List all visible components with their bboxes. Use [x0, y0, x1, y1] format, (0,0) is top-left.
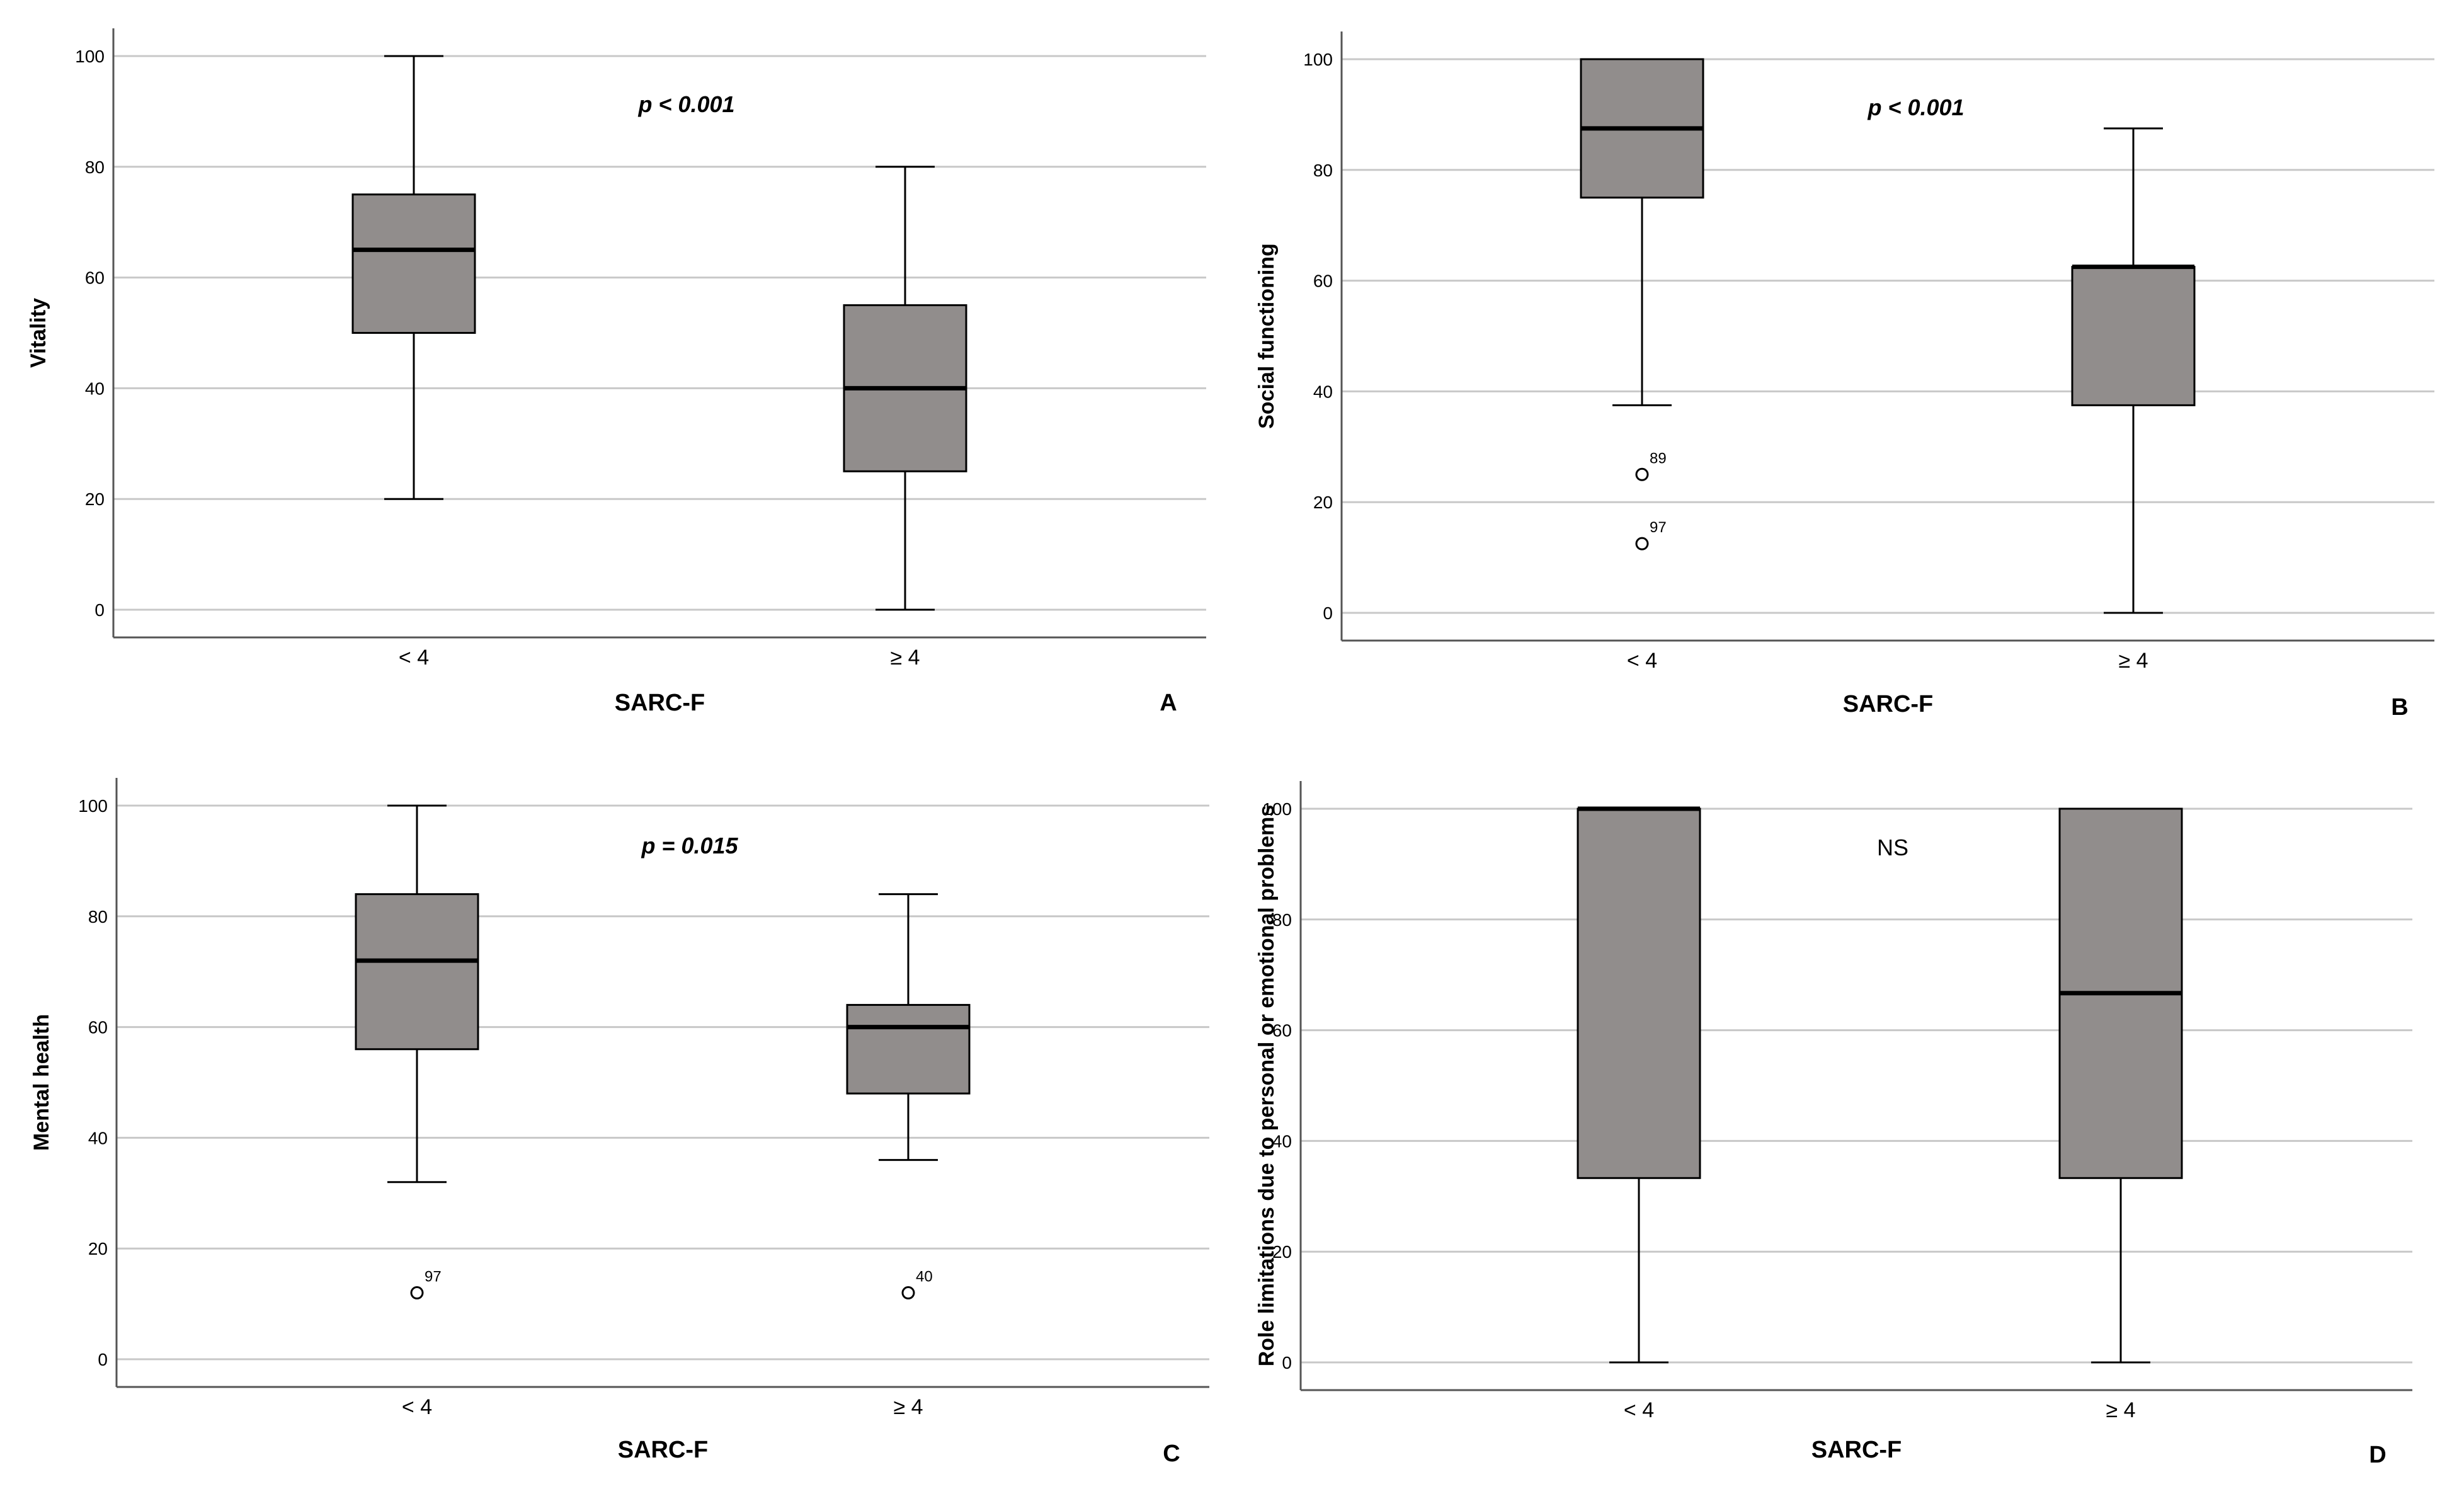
iqr-box — [1577, 807, 1701, 1179]
y-tick-label: 20 — [88, 1239, 108, 1258]
y-tick-label: 0 — [94, 600, 105, 620]
category-label: < 4 — [402, 1395, 432, 1419]
y-tick-label: 100 — [78, 796, 108, 816]
outlier-label: 97 — [425, 1269, 442, 1286]
panel-b: 0 20 40 60 80 100 89 97 < 4 ≥ 4 SARC-F Social funct… — [1255, 31, 2434, 721]
y-tick-label: 100 — [1303, 50, 1333, 69]
y-axis-title: Social functioning — [1255, 243, 1279, 429]
panel-d: 0 20 40 60 80 100 < 4 ≥ 4 SARC-F Role limitations… — [1255, 781, 2412, 1468]
panel-c: 0 20 40 60 80 100 97 < 4 40 ≥ 4 SARC-F Mental healt… — [30, 778, 1209, 1467]
y-tick-label: 40 — [88, 1128, 108, 1148]
iqr-box — [355, 893, 479, 1051]
panel-letter: D — [2369, 1442, 2386, 1468]
outlier-label: 97 — [1650, 519, 1667, 536]
box-group-2: ≥ 4 — [843, 166, 967, 670]
panel-letter: C — [1163, 1441, 1180, 1467]
outlier-point — [901, 1286, 915, 1300]
category-label: < 4 — [1627, 649, 1657, 673]
iqr-box — [846, 1003, 971, 1095]
y-axis-title: Vitality — [26, 298, 50, 368]
category-label: < 4 — [1624, 1398, 1654, 1422]
category-label: ≥ 4 — [2106, 1398, 2135, 1422]
x-axis-title: SARC-F — [618, 1437, 709, 1463]
y-axis-title: Mental health — [30, 1014, 54, 1151]
category-label: < 4 — [399, 646, 429, 670]
y-tick-label: 20 — [85, 489, 105, 509]
panel-a: 0 20 40 60 80 100 < 4 ≥ 4 SARC-F Vitality Ap < 0.0… — [26, 28, 1206, 716]
iqr-box — [2071, 266, 2196, 406]
box-group-2: 40 ≥ 4 — [846, 893, 971, 1419]
box-group-1: < 4 — [351, 55, 476, 670]
box-group-1: 97 < 4 — [355, 804, 479, 1419]
outlier-point — [1635, 537, 1649, 551]
y-tick-label: 0 — [98, 1350, 108, 1369]
category-label: ≥ 4 — [2118, 649, 2148, 673]
y-axis-title: Role limitations due to personal or emot… — [1255, 805, 1279, 1367]
category-label: ≥ 4 — [893, 1395, 923, 1419]
y-tick-label: 100 — [1262, 799, 1292, 819]
y-tick-label: 80 — [85, 157, 105, 177]
iqr-box — [351, 193, 476, 334]
x-axis-title: SARC-F — [1811, 1437, 1902, 1463]
outlier-point — [1635, 467, 1649, 481]
y-tick-label: 20 — [1313, 493, 1333, 512]
box-group-1: < 4 — [1577, 806, 1701, 1422]
significance-annotation: p < 0.001 — [1867, 94, 1964, 120]
y-tick-label: 40 — [85, 379, 105, 398]
outlier-label: 89 — [1650, 450, 1667, 467]
y-tick-label: 80 — [88, 907, 108, 927]
x-axis-title: SARC-F — [1843, 691, 1934, 717]
y-tick-label: 60 — [1272, 1021, 1292, 1041]
y-tick-label: 60 — [85, 268, 105, 288]
category-label: ≥ 4 — [890, 646, 920, 670]
y-tick-label: 100 — [75, 47, 105, 66]
significance-annotation: p < 0.001 — [637, 91, 734, 117]
significance-annotation: NS — [1877, 835, 1908, 860]
significance-annotation: p = 0.015 — [641, 833, 738, 859]
y-tick-label: 0 — [1323, 603, 1333, 623]
y-tick-label: 80 — [1313, 161, 1333, 180]
y-tick-label: 20 — [1272, 1242, 1292, 1262]
box-group-2: ≥ 4 — [2071, 127, 2196, 673]
outlier-label: 40 — [916, 1269, 933, 1286]
outlier-point — [410, 1286, 424, 1300]
y-tick-label: 40 — [1272, 1131, 1292, 1151]
y-tick-label: 80 — [1272, 910, 1292, 930]
y-tick-label: 60 — [88, 1018, 108, 1037]
y-tick-label: 0 — [1282, 1353, 1292, 1372]
y-tick-label: 60 — [1313, 271, 1333, 291]
box-group-2: ≥ 4 — [2058, 807, 2183, 1422]
y-tick-label: 40 — [1313, 382, 1333, 401]
box-group-1: 89 97 < 4 — [1580, 58, 1704, 673]
panel-letter: B — [2391, 694, 2408, 721]
x-axis-title: SARC-F — [615, 690, 705, 716]
panel-letter: A — [1160, 690, 1177, 716]
